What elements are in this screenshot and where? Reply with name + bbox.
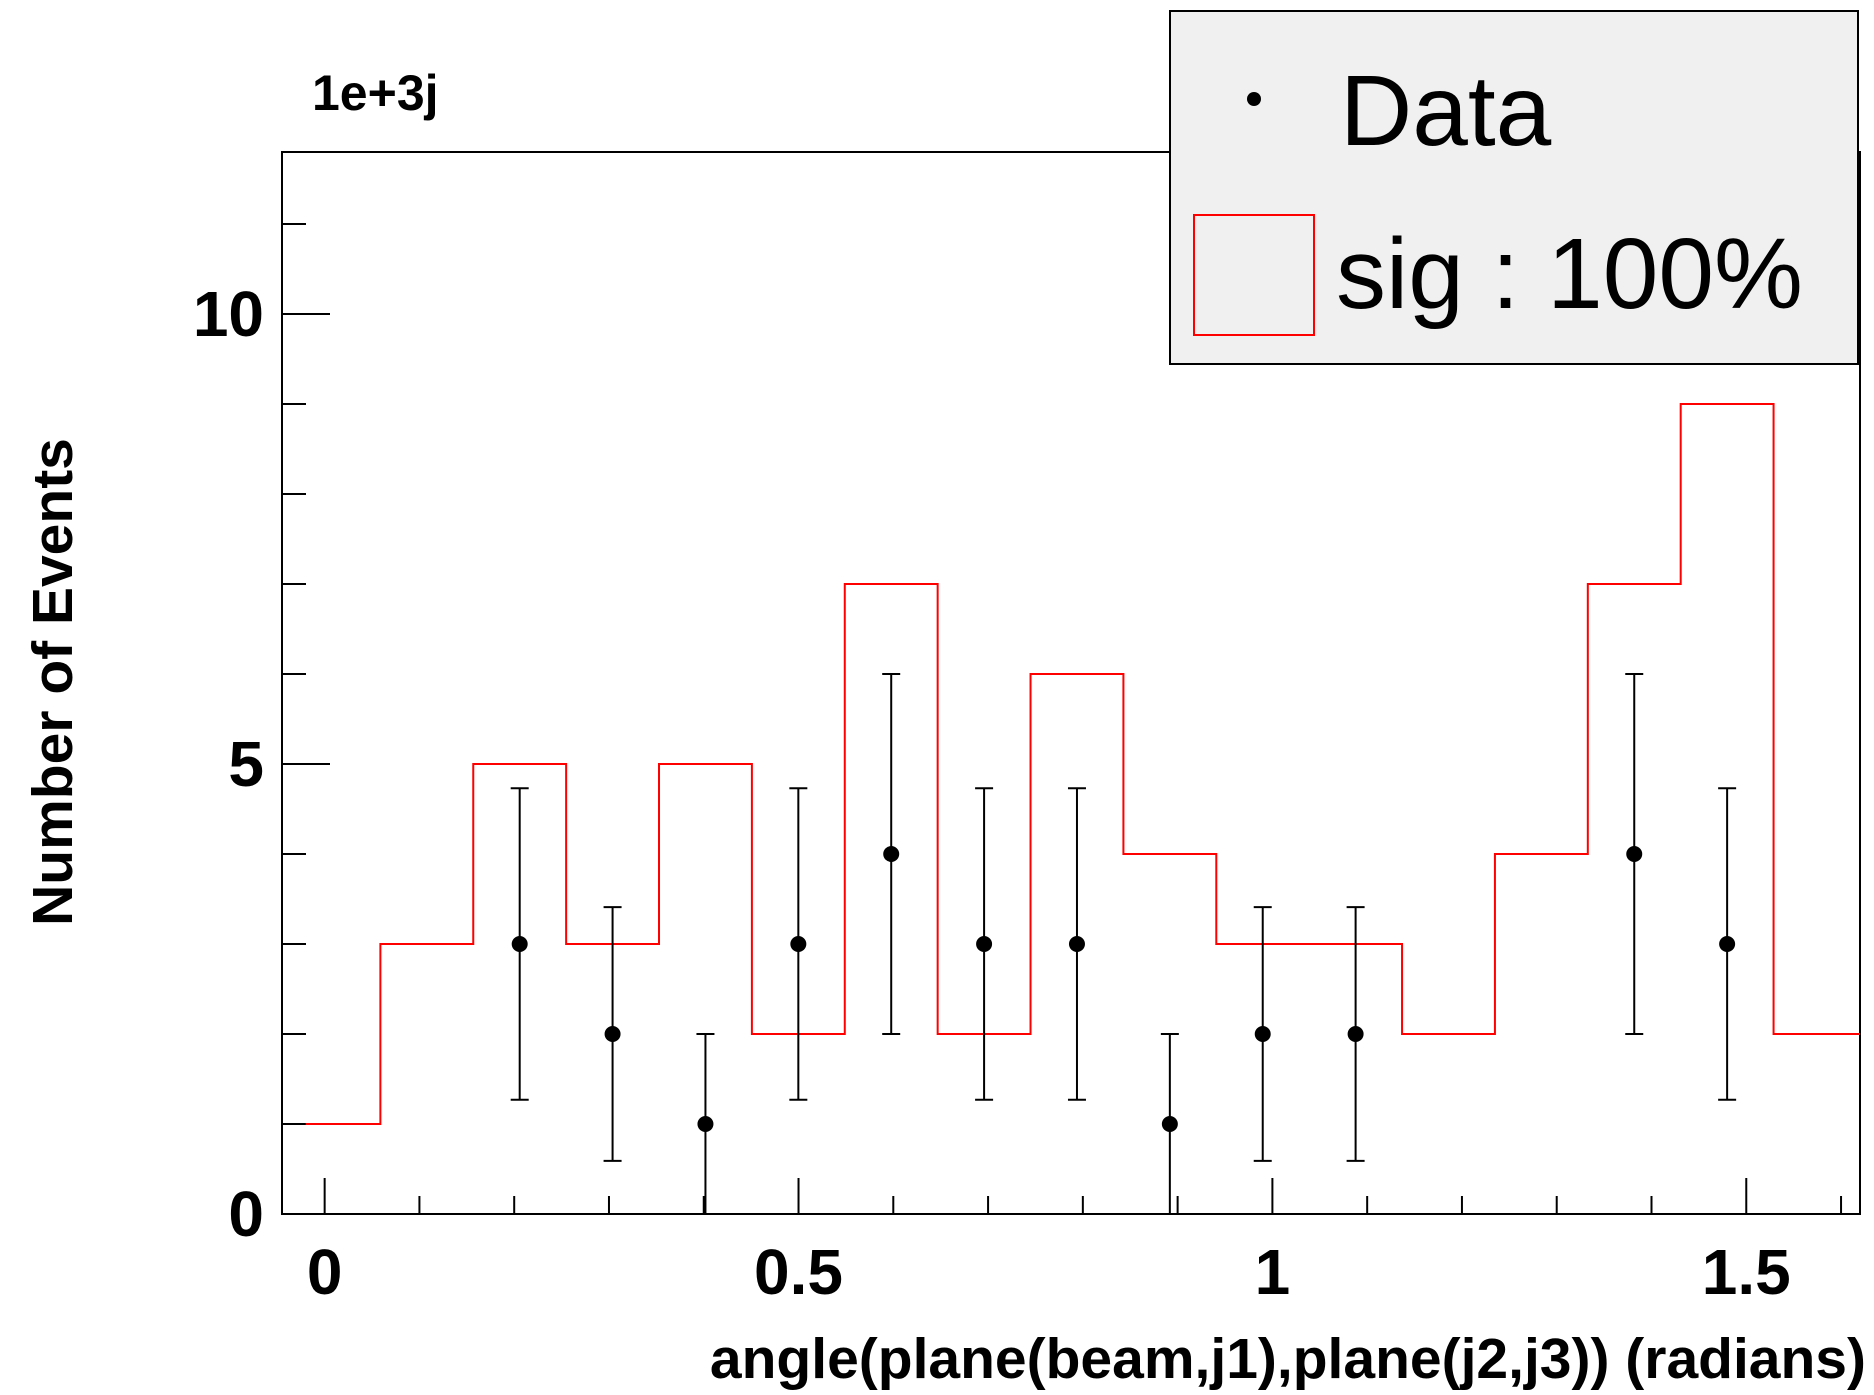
signal-histogram [305,403,1860,1125]
legend: Data sig : 100% [1169,10,1859,365]
data-point [511,936,528,952]
legend-data-label: Data [1340,55,1552,167]
data-point [883,846,900,862]
data-point [1161,1116,1178,1132]
data-point [790,936,807,952]
x-axis-ticks: 0 0.5 1 1.5 [307,1178,1843,1308]
data-point [976,936,993,952]
data-point [604,1026,621,1042]
x-tick-label: 1 [1255,1236,1291,1308]
x-axis-label: angle(plane(beam,j1),plane(j2,j3)) (radi… [710,1327,1866,1391]
y-axis-ticks: 0 5 10 [193,223,330,1250]
plot-frame [281,151,1861,1215]
data-points [510,673,1737,1215]
x-tick-label: 0 [307,1236,343,1308]
legend-signal-swatch [1193,214,1315,336]
data-point [1254,1026,1271,1042]
legend-data-marker [1247,92,1261,106]
signal-step-line [305,403,1860,1125]
data-point [697,1116,714,1132]
y-tick-label: 10 [193,278,264,350]
data-point [1347,1026,1364,1042]
data-point [1719,936,1736,952]
x-tick-label: 1.5 [1702,1236,1791,1308]
x-tick-label: 0.5 [754,1236,843,1308]
exponent-label: 1e+3j [312,65,439,121]
y-tick-label: 5 [228,728,264,800]
legend-box [1169,10,1859,365]
data-point [1626,846,1643,862]
legend-signal-label: sig : 100% [1336,218,1803,330]
y-tick-label: 0 [228,1178,264,1250]
y-axis-label: Number of Events [21,438,85,926]
data-point [1068,936,1085,952]
